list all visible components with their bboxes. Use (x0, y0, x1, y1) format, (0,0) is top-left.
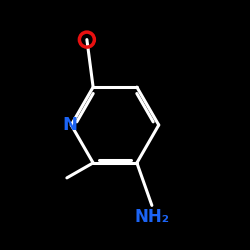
Text: N: N (62, 116, 78, 134)
Text: NH₂: NH₂ (134, 208, 169, 226)
